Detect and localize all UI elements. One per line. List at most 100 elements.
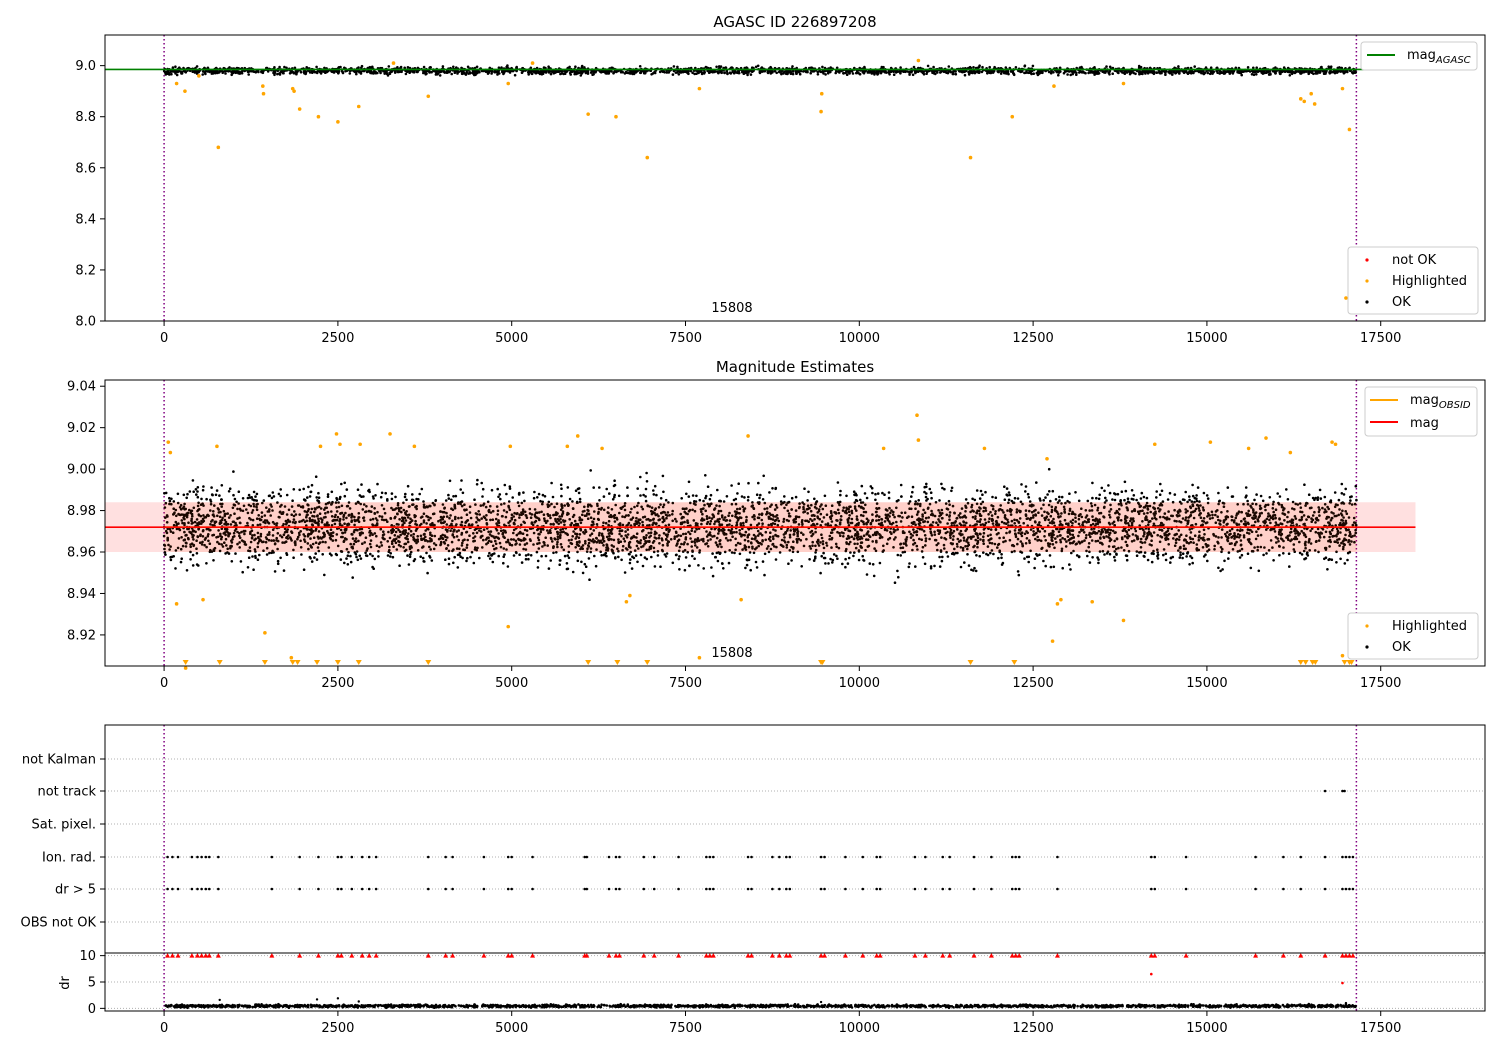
data-point <box>1219 71 1222 75</box>
data-point <box>1165 69 1168 73</box>
data-point <box>360 64 364 68</box>
data-point <box>164 73 168 76</box>
data-point <box>979 489 983 493</box>
data-point <box>349 554 352 558</box>
data-point <box>791 72 795 76</box>
data-point <box>923 562 927 566</box>
data-point <box>1146 558 1150 562</box>
data-point <box>1134 72 1137 76</box>
data-point <box>441 65 445 68</box>
data-point <box>321 553 325 556</box>
data-point <box>1069 73 1072 77</box>
data-point <box>1044 496 1047 499</box>
data-point <box>1212 70 1215 74</box>
data-point <box>454 494 458 498</box>
data-point <box>1125 558 1129 562</box>
data-point <box>758 71 762 75</box>
legend-points: not OK Highlighted OK <box>1347 246 1479 315</box>
data-point <box>326 493 330 496</box>
data-point <box>594 70 598 73</box>
data-point <box>1086 554 1089 558</box>
data-point <box>1081 70 1085 73</box>
data-point <box>583 562 587 566</box>
data-point <box>1035 71 1039 75</box>
data-point <box>255 492 259 496</box>
data-point <box>874 498 877 502</box>
data-point <box>247 73 250 76</box>
data-point <box>852 554 855 558</box>
data-point <box>382 69 385 73</box>
data-point <box>1096 506 1100 510</box>
data-point <box>218 494 221 497</box>
data-point <box>643 69 647 73</box>
data-point <box>498 493 502 496</box>
data-point <box>1103 553 1106 556</box>
data-point <box>600 554 603 557</box>
data-point <box>684 556 688 559</box>
data-point <box>947 65 951 68</box>
data-point <box>1111 72 1114 75</box>
data-point <box>822 556 826 560</box>
data-point <box>196 486 200 489</box>
data-point <box>860 484 864 488</box>
data-point <box>346 563 350 566</box>
data-point <box>836 557 839 560</box>
data-point <box>473 71 476 75</box>
data-point <box>238 71 242 74</box>
data-point <box>409 553 412 556</box>
data-point <box>285 552 288 555</box>
data-point <box>693 72 696 76</box>
data-point <box>963 561 966 564</box>
highlighted-point <box>968 155 973 160</box>
data-point <box>597 533 601 537</box>
data-point <box>992 552 995 556</box>
data-point <box>323 573 326 577</box>
data-point <box>816 73 820 76</box>
data-point <box>1177 65 1180 68</box>
data-point <box>534 70 538 73</box>
data-point <box>1315 72 1318 75</box>
data-point <box>1261 72 1265 75</box>
data-point <box>1014 66 1018 69</box>
data-point <box>626 486 629 489</box>
data-point <box>246 496 250 500</box>
data-point <box>924 539 928 543</box>
data-point <box>749 73 753 76</box>
data-point <box>408 66 412 70</box>
data-point <box>727 561 731 565</box>
data-point <box>1202 72 1206 76</box>
data-point <box>313 70 316 74</box>
data-point <box>358 70 362 74</box>
data-point <box>302 487 306 491</box>
data-point <box>415 70 419 74</box>
data-point <box>307 485 310 489</box>
data-point <box>1182 71 1186 75</box>
data-point <box>1191 71 1194 74</box>
data-point <box>283 65 286 69</box>
data-point <box>447 557 451 560</box>
data-point <box>508 71 512 74</box>
data-point <box>520 561 524 564</box>
data-point <box>592 70 596 74</box>
data-point <box>1071 72 1074 76</box>
data-point <box>379 495 383 499</box>
x-tick-label: 10000 <box>839 331 880 346</box>
data-point <box>967 73 971 76</box>
data-point <box>473 66 477 70</box>
data-point <box>879 71 883 75</box>
data-point <box>845 69 849 73</box>
data-point <box>1013 496 1017 500</box>
data-point <box>1058 495 1061 499</box>
data-point <box>201 70 205 73</box>
data-point <box>798 72 802 76</box>
data-point <box>977 70 981 73</box>
data-point <box>174 72 177 75</box>
data-point <box>769 72 773 75</box>
data-point <box>201 517 205 521</box>
data-point <box>899 72 902 75</box>
data-point <box>170 555 174 559</box>
data-point <box>636 560 639 564</box>
data-point <box>1155 71 1158 74</box>
data-point <box>566 554 569 557</box>
data-point <box>506 64 509 67</box>
